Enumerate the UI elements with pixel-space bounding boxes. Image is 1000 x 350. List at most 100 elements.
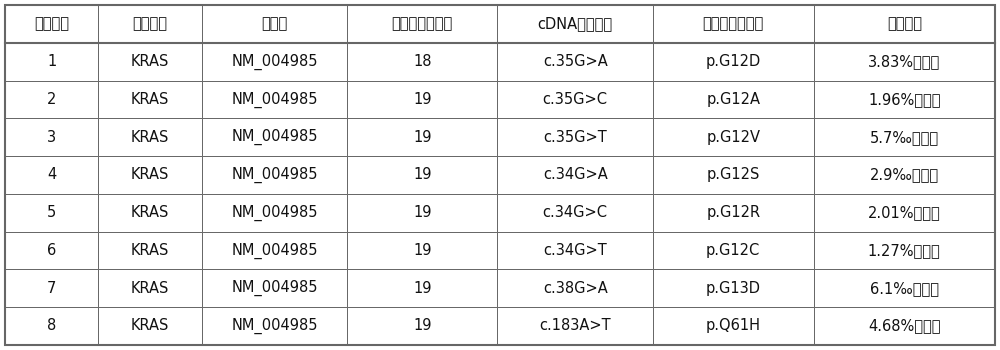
Text: 5.7‰，阳性: 5.7‰，阳性 <box>870 130 939 145</box>
Text: KRAS: KRAS <box>131 281 169 296</box>
Text: 2.9‰，阳性: 2.9‰，阳性 <box>870 168 939 182</box>
Text: 样本编号: 样本编号 <box>34 16 69 32</box>
Text: p.G12R: p.G12R <box>706 205 760 220</box>
Bar <box>347 232 497 269</box>
Bar <box>814 307 995 345</box>
Text: 18: 18 <box>413 54 432 69</box>
Bar <box>5 118 98 156</box>
Text: p.Q61H: p.Q61H <box>706 318 761 334</box>
Bar <box>5 156 98 194</box>
Bar <box>98 43 202 81</box>
Bar <box>497 118 653 156</box>
Bar <box>497 232 653 269</box>
Bar <box>653 269 814 307</box>
Text: NM_004985: NM_004985 <box>231 280 318 296</box>
Bar <box>202 81 347 118</box>
Text: 3.83%，阳性: 3.83%，阳性 <box>868 54 940 69</box>
Bar <box>347 81 497 118</box>
Text: 19: 19 <box>413 130 432 145</box>
Text: c.34G>T: c.34G>T <box>543 243 607 258</box>
Text: c.34G>C: c.34G>C <box>543 205 608 220</box>
Bar <box>814 118 995 156</box>
Bar <box>814 81 995 118</box>
Bar <box>5 307 98 345</box>
Text: KRAS: KRAS <box>131 54 169 69</box>
Text: KRAS: KRAS <box>131 205 169 220</box>
Bar <box>202 156 347 194</box>
Text: p.G12V: p.G12V <box>706 130 760 145</box>
Text: 19: 19 <box>413 318 432 334</box>
Bar <box>497 43 653 81</box>
Bar <box>347 307 497 345</box>
Bar <box>653 43 814 81</box>
Bar <box>347 118 497 156</box>
Text: 19: 19 <box>413 281 432 296</box>
Bar <box>5 269 98 307</box>
Bar <box>347 156 497 194</box>
Bar <box>98 118 202 156</box>
Bar <box>98 156 202 194</box>
Bar <box>98 194 202 232</box>
Bar <box>202 194 347 232</box>
Bar <box>497 269 653 307</box>
Text: NM_004985: NM_004985 <box>231 54 318 70</box>
Text: 1.96%，阳性: 1.96%，阳性 <box>868 92 941 107</box>
Text: p.G12D: p.G12D <box>706 54 761 69</box>
Bar <box>347 194 497 232</box>
Text: c.35G>C: c.35G>C <box>543 92 608 107</box>
Bar <box>5 81 98 118</box>
Text: KRAS: KRAS <box>131 130 169 145</box>
Text: c.35G>A: c.35G>A <box>543 54 608 69</box>
Bar <box>202 118 347 156</box>
Text: KRAS: KRAS <box>131 318 169 334</box>
Text: c.38G>A: c.38G>A <box>543 281 608 296</box>
Text: NM_004985: NM_004985 <box>231 242 318 259</box>
Text: NM_004985: NM_004985 <box>231 318 318 334</box>
Text: c.34G>A: c.34G>A <box>543 168 608 182</box>
Text: c.183A>T: c.183A>T <box>539 318 611 334</box>
Text: p.G12A: p.G12A <box>706 92 760 107</box>
Bar <box>653 307 814 345</box>
Bar <box>497 5 653 43</box>
Text: p.G12S: p.G12S <box>707 168 760 182</box>
Bar <box>814 194 995 232</box>
Bar <box>814 156 995 194</box>
Bar <box>653 156 814 194</box>
Text: 2: 2 <box>47 92 56 107</box>
Text: 3: 3 <box>47 130 56 145</box>
Bar <box>98 232 202 269</box>
Bar <box>202 269 347 307</box>
Bar <box>814 5 995 43</box>
Bar <box>98 307 202 345</box>
Text: 19: 19 <box>413 168 432 182</box>
Bar <box>5 5 98 43</box>
Bar <box>497 307 653 345</box>
Text: 19: 19 <box>413 92 432 107</box>
Text: 1: 1 <box>47 54 56 69</box>
Text: NM_004985: NM_004985 <box>231 205 318 221</box>
Bar <box>347 5 497 43</box>
Text: 8: 8 <box>47 318 56 334</box>
Text: KRAS: KRAS <box>131 168 169 182</box>
Text: KRAS: KRAS <box>131 92 169 107</box>
Bar <box>5 43 98 81</box>
Text: 4: 4 <box>47 168 56 182</box>
Text: 检测结果: 检测结果 <box>887 16 922 32</box>
Text: 19: 19 <box>413 243 432 258</box>
Text: NM_004985: NM_004985 <box>231 129 318 145</box>
Text: 6.1‰，阳性: 6.1‰，阳性 <box>870 281 939 296</box>
Bar <box>497 156 653 194</box>
Bar <box>5 232 98 269</box>
Bar <box>814 43 995 81</box>
Text: 7: 7 <box>47 281 56 296</box>
Text: 转录本: 转录本 <box>261 16 288 32</box>
Bar <box>497 81 653 118</box>
Text: p.G12C: p.G12C <box>706 243 760 258</box>
Bar <box>202 43 347 81</box>
Text: 基因名称: 基因名称 <box>133 16 168 32</box>
Bar <box>98 269 202 307</box>
Text: 5: 5 <box>47 205 56 220</box>
Text: 2.01%，阳性: 2.01%，阳性 <box>868 205 941 220</box>
Text: cDNA变异信息: cDNA变异信息 <box>538 16 613 32</box>
Text: c.35G>T: c.35G>T <box>543 130 607 145</box>
